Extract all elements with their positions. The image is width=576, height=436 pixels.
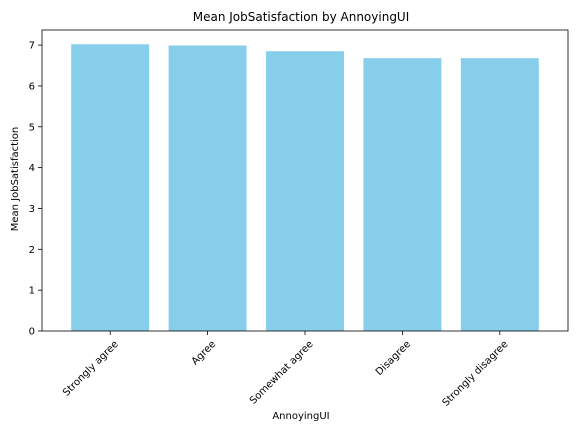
y-tick-label-0: 0	[29, 327, 35, 338]
plot-frame	[41, 29, 569, 332]
y-axis-label: Mean JobSatisfaction	[10, 127, 21, 232]
y-tick-label-6: 6	[29, 81, 35, 92]
y-tick-label-4: 4	[29, 163, 35, 174]
y-tick-label-2: 2	[29, 245, 35, 256]
x-tick-label-3: Disagree	[374, 339, 413, 378]
bar-2	[266, 51, 344, 332]
plot-area: Strongly agree Agree Somewhat agree Disagre…	[29, 29, 569, 409]
bar-0	[71, 44, 150, 331]
y-tick-label-1: 1	[29, 286, 35, 297]
x-axis-label: AnnoyingUI	[272, 411, 329, 422]
bar-3	[363, 58, 442, 332]
y-tick-label-5: 5	[29, 122, 35, 133]
bar-4	[460, 58, 539, 332]
y-tick-label-7: 7	[29, 41, 35, 52]
x-tick-label-2: Somewhat agree	[248, 339, 316, 407]
bar-1	[168, 45, 247, 332]
y-tick-label-3: 3	[29, 204, 35, 215]
x-tick-label-1: Agree	[190, 339, 219, 368]
x-tick-label-0: Strongly agree	[61, 339, 121, 399]
x-tick-label-4: Strongly disagree	[441, 339, 511, 409]
chart-title: Mean JobSatisfaction by AnnoyingUI	[193, 10, 410, 24]
